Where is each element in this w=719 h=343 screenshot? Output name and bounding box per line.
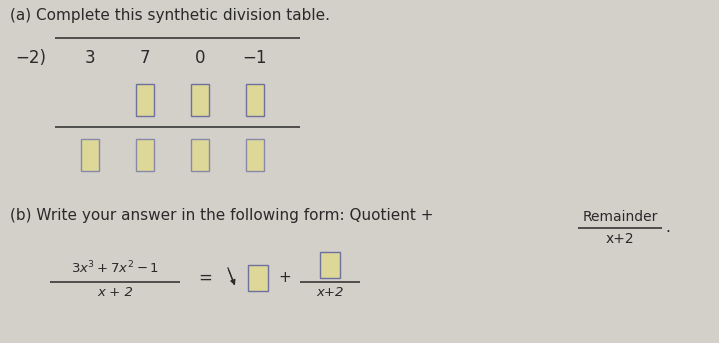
Text: x+2: x+2 bbox=[316, 286, 344, 299]
Text: +: + bbox=[279, 271, 291, 285]
Text: x+2: x+2 bbox=[605, 232, 634, 246]
Text: x + 2: x + 2 bbox=[97, 286, 133, 299]
Text: −2): −2) bbox=[15, 49, 46, 67]
Text: Remainder: Remainder bbox=[582, 210, 658, 224]
Bar bbox=[191, 84, 209, 116]
Bar bbox=[320, 252, 340, 278]
Bar bbox=[136, 139, 154, 171]
Text: .: . bbox=[665, 221, 670, 236]
Bar bbox=[246, 84, 264, 116]
Text: 0: 0 bbox=[195, 49, 205, 67]
Text: (a) Complete this synthetic division table.: (a) Complete this synthetic division tab… bbox=[10, 8, 330, 23]
Bar bbox=[191, 139, 209, 171]
Text: −1: −1 bbox=[243, 49, 267, 67]
Bar bbox=[248, 265, 268, 291]
Bar bbox=[246, 139, 264, 171]
Bar bbox=[81, 139, 99, 171]
Text: =: = bbox=[198, 269, 212, 287]
Text: $3x^3 + 7x^2 - 1$: $3x^3 + 7x^2 - 1$ bbox=[71, 260, 159, 276]
Bar bbox=[136, 84, 154, 116]
Text: 7: 7 bbox=[139, 49, 150, 67]
Text: 3: 3 bbox=[85, 49, 96, 67]
Text: (b) Write your answer in the following form: Quotient +: (b) Write your answer in the following f… bbox=[10, 208, 434, 223]
